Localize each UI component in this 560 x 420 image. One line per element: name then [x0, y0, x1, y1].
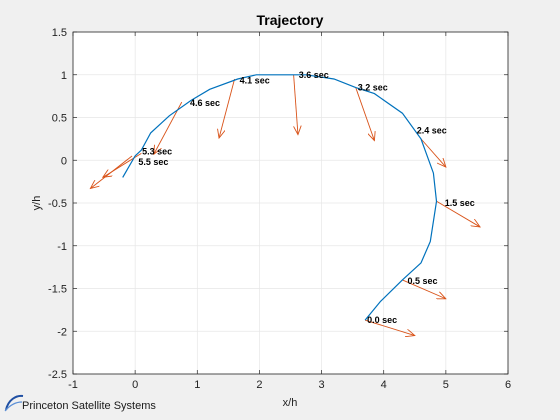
time-label: 2.4 sec [417, 125, 447, 135]
velocity-arrow [436, 200, 481, 227]
velocity-arrow [402, 279, 446, 299]
y-tick-label: -1.5 [48, 284, 67, 296]
axis-ticks: -1 0 1 2 3 4 5 6 -2.5 -2 -1.5 -1 -0.5 0 0.5 1 1.5 [48, 27, 511, 391]
y-axis-label: y/h [31, 196, 43, 211]
velocity-arrow [364, 319, 415, 335]
time-label: 0.5 sec [407, 276, 437, 286]
x-tick-label: 5 [443, 379, 449, 391]
x-tick-label: 6 [505, 379, 511, 391]
time-label: 5.5 sec [138, 157, 168, 167]
velocity-arrow [293, 74, 298, 135]
time-label: 0.0 sec [367, 315, 397, 325]
velocity-arrow [90, 155, 133, 188]
x-tick-label: -1 [68, 379, 78, 391]
x-tick-label: 4 [381, 379, 387, 391]
company-footer: Princeton Satellite Systems [4, 392, 204, 416]
chart-title: Trajectory [257, 12, 324, 28]
time-label: 1.5 sec [445, 198, 475, 208]
company-logo [4, 394, 24, 412]
y-tick-label: 1.5 [52, 27, 67, 39]
x-tick-label: 3 [319, 379, 325, 391]
x-axis-label: x/h [283, 397, 298, 409]
y-tick-label: -0.5 [48, 198, 67, 210]
y-tick-label: 1 [61, 70, 67, 82]
x-tick-label: 0 [132, 379, 138, 391]
velocity-arrow [355, 87, 375, 141]
time-label: 4.6 sec [190, 98, 220, 108]
trajectory-line [122, 74, 438, 321]
velocity-arrow [420, 138, 446, 167]
y-tick-label: -2 [57, 326, 67, 338]
time-label: 4.1 sec [240, 76, 270, 86]
time-label: 5.3 sec [142, 147, 172, 157]
company-name: Princeton Satellite Systems [22, 400, 156, 412]
y-tick-label: 0 [61, 155, 67, 167]
time-label: 3.6 sec [299, 70, 329, 80]
y-tick-label: 0.5 [52, 113, 67, 125]
x-tick-label: 1 [194, 379, 200, 391]
y-tick-label: -2.5 [48, 369, 67, 381]
velocity-arrow [219, 78, 236, 138]
time-labels: 0.0 sec 0.5 sec 1.5 sec 2.4 sec 3.2 sec 3.6 s… [138, 70, 474, 325]
time-label: 3.2 sec [358, 83, 388, 93]
y-tick-label: -1 [57, 241, 67, 253]
x-tick-label: 2 [256, 379, 262, 391]
velocity-arrows [90, 74, 481, 336]
